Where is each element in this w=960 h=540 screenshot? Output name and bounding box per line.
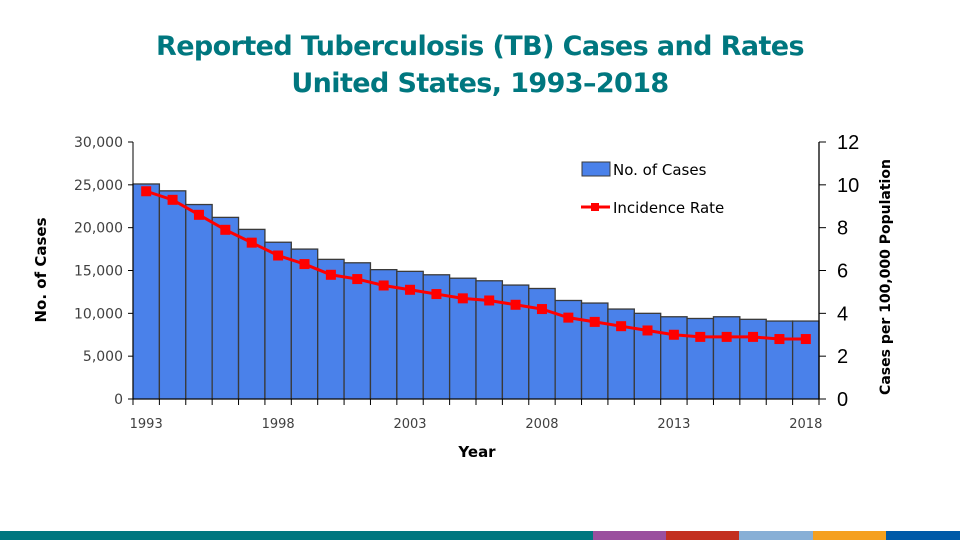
rate-marker-2003 <box>405 284 416 295</box>
rate-marker-2013 <box>668 329 679 340</box>
right-axis-ticks: 0 2 4 6 8 10 12 <box>819 132 859 411</box>
rate-marker-2005 <box>457 293 468 304</box>
footer-color-segment <box>886 531 960 540</box>
x-tick-label: 2008 <box>525 417 558 432</box>
bar-2014 <box>686 317 715 400</box>
rate-marker-2016 <box>748 331 759 342</box>
y-tick-label: 0 <box>114 392 123 408</box>
y2-tick-label: 6 <box>837 261 848 283</box>
bar-1993 <box>132 183 161 400</box>
rate-marker-2010 <box>589 316 600 327</box>
line-series <box>141 186 811 345</box>
rate-marker-1993 <box>141 186 152 197</box>
rate-marker-1998 <box>273 250 284 261</box>
y2-tick-label: 10 <box>837 175 859 197</box>
bar-2017 <box>765 320 794 400</box>
footer-color-segment <box>739 531 813 540</box>
rate-marker-1996 <box>220 224 231 235</box>
footer-color-segment <box>666 531 739 540</box>
y2-tick-label: 0 <box>837 389 848 411</box>
footer-color-segment <box>593 531 666 540</box>
legend-swatch-cases <box>581 161 611 177</box>
bar-2002 <box>369 268 398 400</box>
y-tick-label: 10,000 <box>74 306 123 322</box>
legend-label-cases: No. of Cases <box>613 161 707 179</box>
footer-color-segment <box>813 531 886 540</box>
x-axis-ticks: 1993 1998 2003 2008 2013 2018 <box>130 399 822 432</box>
y2-tick-label: 8 <box>837 218 848 240</box>
bar-1997 <box>237 228 266 400</box>
x-tick-label: 2013 <box>657 417 690 432</box>
rate-marker-1994 <box>167 194 178 205</box>
bar-1996 <box>211 216 240 400</box>
rate-marker-2004 <box>431 289 442 300</box>
x-axis-title: Year <box>457 443 496 461</box>
rate-marker-2000 <box>325 269 336 280</box>
y2-tick-label: 4 <box>837 303 848 325</box>
y2-tick-label: 2 <box>837 346 848 368</box>
chart-title-line-1: Reported Tuberculosis (TB) Cases and Rat… <box>156 31 805 62</box>
rate-marker-1997 <box>246 237 257 248</box>
bar-1998 <box>264 241 292 400</box>
chart-title: Reported Tuberculosis (TB) Cases and Rat… <box>0 28 960 102</box>
bar-2013 <box>660 316 688 400</box>
y2-axis-title: Cases per 100,000 Population <box>878 159 894 395</box>
bar-1994 <box>158 190 187 400</box>
x-tick-label: 1993 <box>130 417 163 432</box>
rate-marker-2001 <box>352 274 363 285</box>
rate-marker-2007 <box>510 299 521 310</box>
bar-2016 <box>739 318 767 400</box>
rate-marker-1995 <box>193 209 204 220</box>
legend-label-rate: Incidence Rate <box>613 199 724 217</box>
legend-marker-rate <box>591 203 599 211</box>
rate-marker-2014 <box>695 331 706 342</box>
legend: No. of Cases Incidence Rate <box>581 161 724 217</box>
bar-2015 <box>712 316 741 400</box>
bar-2018 <box>791 320 820 400</box>
rate-marker-2015 <box>721 331 732 342</box>
bar-1999 <box>290 248 319 400</box>
footer-color-bar <box>0 531 960 540</box>
rate-marker-2011 <box>616 321 627 332</box>
bar-1995 <box>185 203 213 400</box>
rate-marker-2008 <box>536 304 547 315</box>
y-tick-label: 5,000 <box>83 349 123 365</box>
rate-marker-1999 <box>299 259 310 270</box>
x-tick-label: 2003 <box>393 417 426 432</box>
y-tick-label: 25,000 <box>74 178 123 194</box>
y-tick-label: 30,000 <box>74 135 123 151</box>
y2-tick-label: 12 <box>837 132 859 154</box>
footer-color-segment <box>0 531 593 540</box>
left-axis-ticks: 0 5,000 10,000 15,000 20,000 25,000 30,000 <box>74 135 133 408</box>
bar-2000 <box>317 258 345 400</box>
chart-title-line-2: United States, 1993–2018 <box>291 68 669 99</box>
rate-marker-2006 <box>484 295 495 306</box>
rate-marker-2017 <box>774 334 785 345</box>
y-tick-label: 20,000 <box>74 221 123 237</box>
rate-marker-2002 <box>378 280 389 291</box>
rate-marker-2012 <box>642 325 653 336</box>
y-tick-label: 15,000 <box>74 264 123 280</box>
x-tick-label: 2018 <box>789 417 822 432</box>
y-axis-title: No. of Cases <box>32 217 50 322</box>
x-tick-label: 1998 <box>262 417 295 432</box>
rate-marker-2009 <box>563 312 574 323</box>
rate-marker-2018 <box>800 334 811 345</box>
